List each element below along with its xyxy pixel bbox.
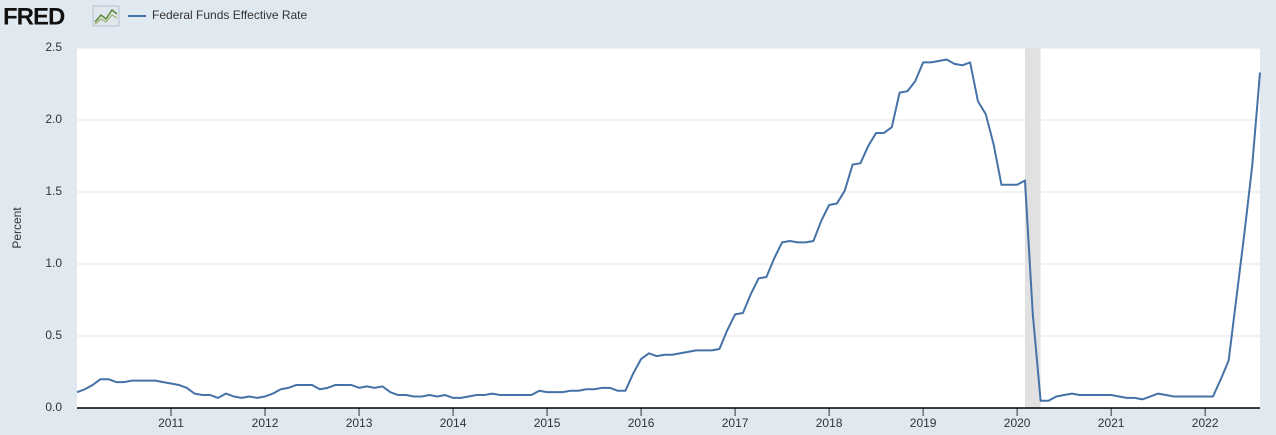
y-tick-label: 2.0 — [45, 112, 62, 126]
x-tick-label: 2017 — [722, 416, 749, 430]
data-line — [76, 58, 1261, 402]
x-tick-label: 2011 — [158, 416, 184, 430]
x-tick-label: 2015 — [534, 416, 561, 430]
x-tick-label: 2016 — [628, 416, 655, 430]
y-tick-label: 2.5 — [45, 40, 62, 54]
x-tick-label: 2012 — [252, 416, 279, 430]
legend-label: Federal Funds Effective Rate — [152, 8, 308, 22]
plot-area — [77, 48, 1260, 408]
y-tick-label: 0.5 — [45, 328, 62, 342]
logo: FRED — [3, 3, 65, 30]
x-tick-label: 2020 — [1004, 416, 1031, 430]
x-tick-label: 2021 — [1098, 416, 1125, 430]
x-tick-label: 2019 — [910, 416, 937, 430]
y-axis-label: Percent — [10, 207, 24, 249]
x-tick-label: 2014 — [440, 416, 467, 430]
x-tick-label: 2018 — [816, 416, 843, 430]
recession-shading — [1024, 48, 1041, 408]
y-tick-label: 1.5 — [45, 184, 62, 198]
logo-icon — [92, 5, 120, 27]
x-tick-label: 2013 — [346, 416, 373, 430]
y-tick-label: 0.0 — [45, 400, 62, 414]
y-tick-label: 1.0 — [45, 256, 62, 270]
x-tick-label: 2022 — [1192, 416, 1219, 430]
